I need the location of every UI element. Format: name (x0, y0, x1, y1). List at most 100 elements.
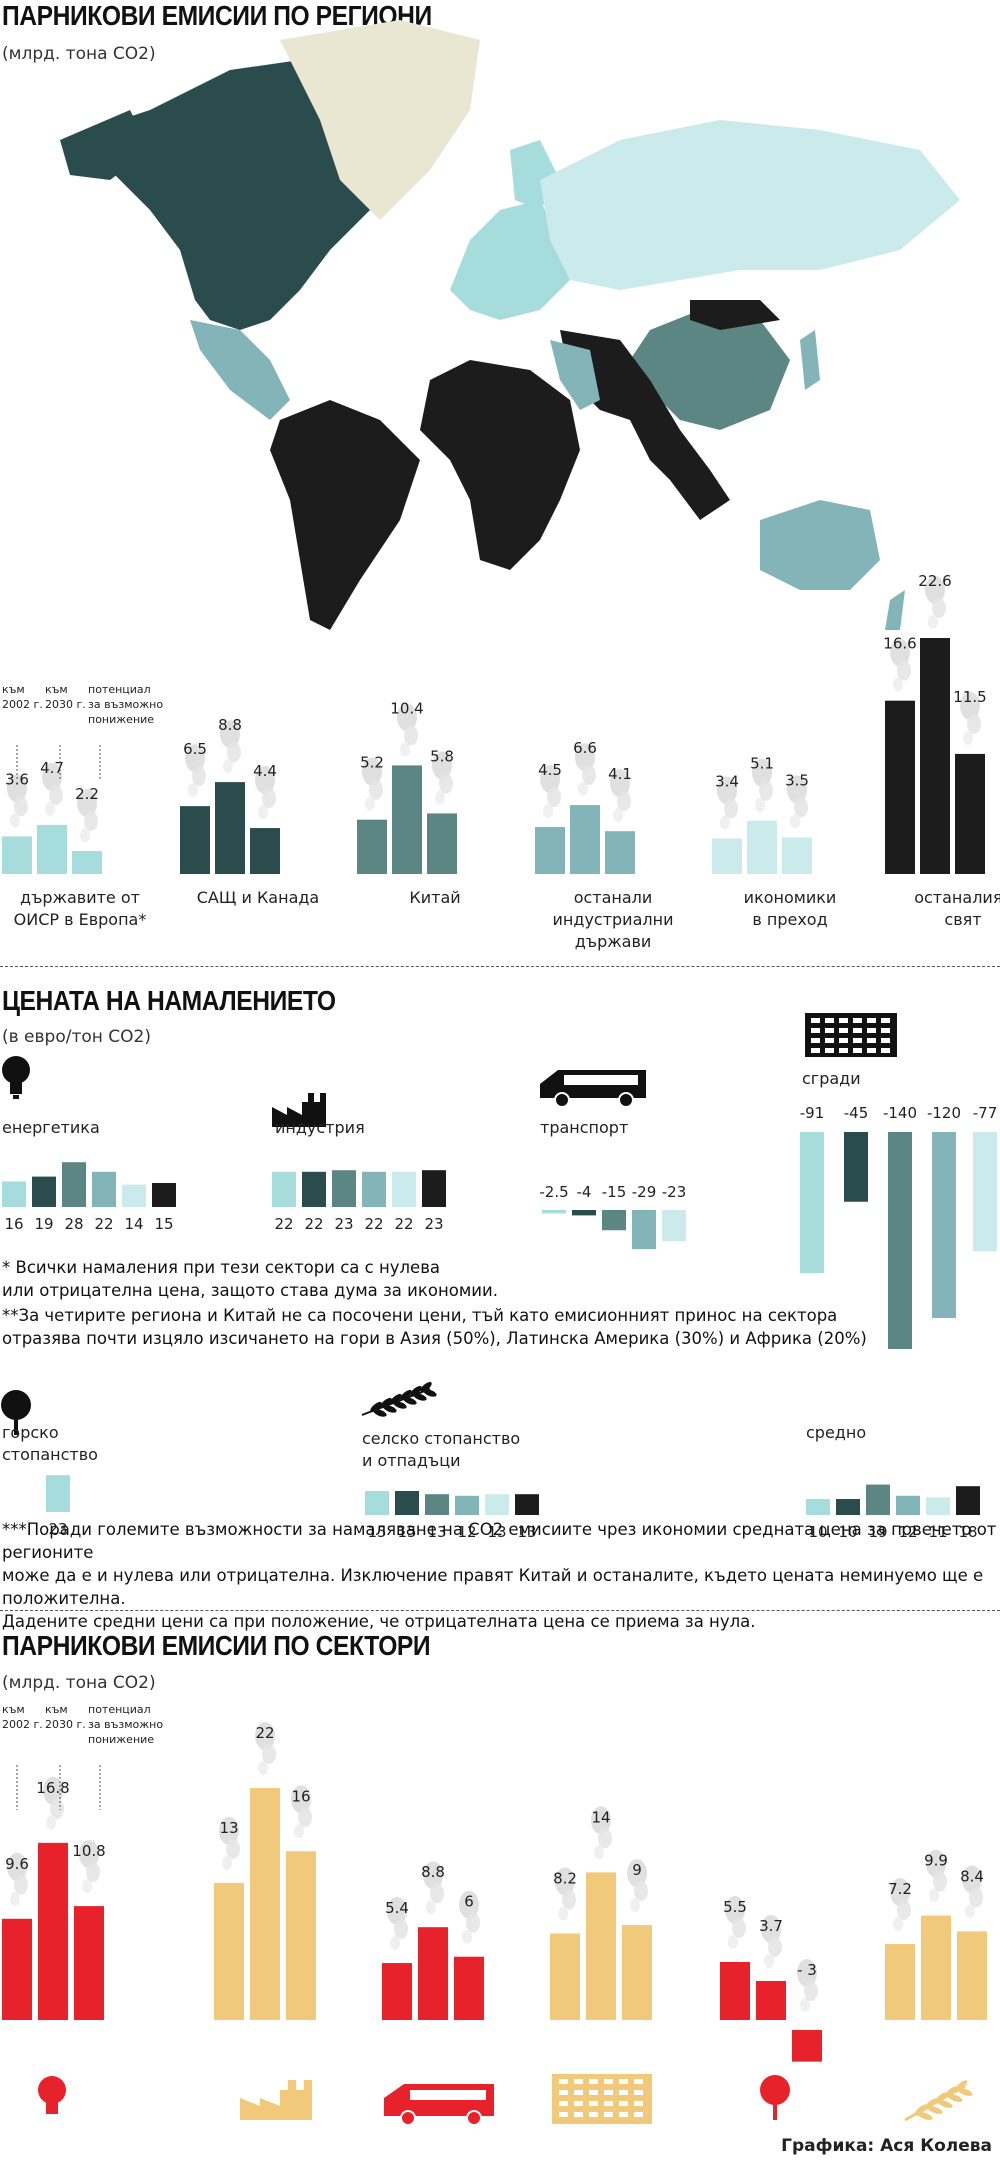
sector-value-3-2: 9 (632, 1861, 642, 1879)
cost-bar-1-5 (422, 1170, 446, 1207)
cost-value-4-0: 23 (48, 1520, 67, 1538)
map-russia (540, 120, 960, 290)
cost-value-1-1: 22 (304, 1215, 323, 1233)
sector-value-0-2: 10.8 (72, 1842, 105, 1860)
sector-value-4-1: 3.7 (759, 1917, 783, 1935)
region-bar-4-1 (747, 820, 777, 874)
sector-smoke-5-1 (926, 1849, 947, 1903)
cost-bar-1-4 (392, 1171, 416, 1207)
cost-bar-3-2 (888, 1132, 912, 1349)
legend3-2030: към 2030 г. (45, 1703, 86, 1731)
cost-bar-3-3 (932, 1132, 956, 1318)
region-bar-2-0 (357, 819, 387, 874)
sector-smoke-1-1 (255, 1722, 276, 1775)
cost-value-6-1: 10 (838, 1523, 857, 1541)
region-value-5-2: 11.5 (953, 688, 986, 706)
sector-bar-3-2 (622, 1925, 652, 2020)
region-bar-5-0 (885, 700, 915, 874)
cost-value-0-3: 22 (94, 1215, 113, 1233)
cost-value-3-4: -77 (973, 1104, 998, 1122)
region-bar-1-0 (180, 806, 210, 874)
cost-value-2-3: -29 (632, 1183, 657, 1201)
region-bar-4-0 (712, 838, 742, 874)
cost-bar-2-3 (632, 1210, 656, 1250)
cost-value-3-0: -91 (800, 1104, 825, 1122)
cost-value-6-5: 18 (958, 1523, 977, 1541)
cost-value-1-4: 22 (394, 1215, 413, 1233)
smoke-2-2 (432, 751, 453, 805)
factory-icon (240, 2080, 312, 2120)
map-china (630, 310, 790, 430)
region-bar-5-2 (955, 753, 985, 874)
region-label-1: САЩ и Канада (196, 888, 320, 907)
sector-smoke-1-0 (219, 1816, 240, 1870)
cost-bar-3-4 (973, 1132, 997, 1252)
sectors-title: ПАРНИКОВИ ЕМИСИИ ПО СЕКТОРИ (2, 1630, 431, 1661)
sector-value-3-1: 14 (591, 1808, 610, 1826)
region-value-2-2: 5.8 (430, 747, 454, 765)
cost-bar-2-4 (662, 1210, 686, 1242)
cost-bar-0-0 (2, 1181, 26, 1207)
sectors-unit: (млрд. тона CO2) (2, 1673, 156, 1693)
map-greenland (280, 20, 480, 220)
cost-value-1-3: 22 (364, 1215, 383, 1233)
cost-bar-1-3 (362, 1171, 386, 1207)
region-value-3-0: 4.5 (538, 761, 562, 779)
region-label-2: Китай (409, 888, 461, 907)
sector-label-2: транспорт (540, 1118, 629, 1137)
map-australia (760, 500, 880, 590)
sector-bar-2-0 (382, 1963, 412, 2020)
sector-smoke-0-0 (7, 1852, 28, 1906)
cost-value-2-0: -2.5 (539, 1183, 568, 1201)
cost-unit: (в евро/тон CO2) (2, 1027, 151, 1047)
sector-bar-5-0 (885, 1944, 915, 2020)
region-value-4-1: 5.1 (750, 755, 774, 773)
cost-value-0-2: 28 (64, 1215, 83, 1233)
region-bar-5-1 (920, 638, 950, 874)
cost-value-3-3: -120 (927, 1104, 961, 1122)
world-map (60, 20, 960, 630)
cost-value-5-5: 13 (517, 1523, 536, 1541)
map-europe (450, 200, 570, 320)
cost-value-3-1: -45 (844, 1104, 869, 1122)
sector-bar-4-1 (756, 1980, 786, 2020)
smoke-2-1 (397, 703, 418, 757)
cost-bar-0-3 (92, 1171, 116, 1207)
legend-2030: към 2030 г. (45, 683, 86, 711)
cost-bar-0-4 (122, 1184, 146, 1207)
region-bar-2-1 (392, 765, 422, 874)
sector-label-3: сгради (802, 1069, 861, 1088)
cost-value-5-0: 15 (367, 1523, 386, 1541)
cost-bar-0-1 (32, 1176, 56, 1207)
factory-icon (272, 1093, 326, 1127)
sector-value-3-0: 8.2 (553, 1870, 577, 1888)
sector-smoke-3-2 (627, 1859, 648, 1913)
sector-smoke-2-0 (387, 1897, 408, 1951)
sector-bar-0-1 (38, 1842, 68, 2020)
sector-label-4: горско стопанство (2, 1423, 98, 1464)
region-value-2-0: 5.2 (360, 754, 384, 772)
cost-bar-chart: 16 19 28 22 14 15 22 22 23 22 22 23 -2.5 -4 -15 -29 -23 -… (1, 1013, 998, 1541)
cost-value-0-4: 14 (124, 1215, 143, 1233)
sector-smoke-1-2 (291, 1785, 312, 1839)
region-label-5: останалият свят (914, 888, 1000, 929)
cost-bar-6-1 (836, 1499, 860, 1515)
cost-bar-3-1 (844, 1132, 868, 1202)
legend3-2002: към 2002 г. (2, 1703, 43, 1731)
sector-bar-5-1 (921, 1915, 951, 2020)
cost-bar-1-0 (272, 1171, 296, 1207)
region-bar-1-1 (215, 782, 245, 874)
regions-unit: (млрд. тона CO2) (2, 44, 156, 64)
cost-value-0-0: 16 (4, 1215, 23, 1233)
sector-label-0: енергетика (2, 1118, 100, 1137)
sector-smoke-4-1 (761, 1914, 782, 1968)
smoke-1-0 (185, 744, 206, 798)
map-north-america (90, 60, 390, 330)
sector-smoke-4-0 (725, 1896, 746, 1949)
sector-bar-1-1 (250, 1788, 280, 2020)
region-value-5-0: 16.6 (883, 635, 916, 653)
sector-bar-2-1 (418, 1927, 448, 2020)
region-bar-4-2 (782, 837, 812, 874)
sector-value-2-2: 6 (464, 1893, 474, 1911)
